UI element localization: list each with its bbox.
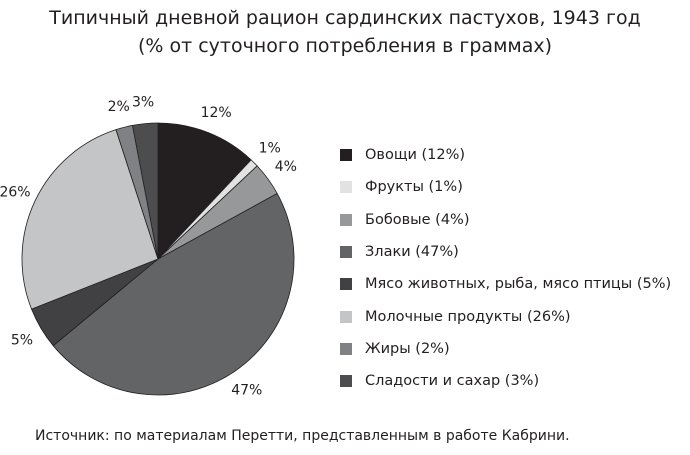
legend-swatch [340, 278, 352, 291]
legend-label: Фрукты (1%) [365, 179, 463, 196]
chart-title-main: Типичный дневной рацион сардинских пасту… [49, 7, 641, 29]
chart-subtitle: (% от суточного потребления в граммах) [137, 35, 553, 57]
legend-swatch [340, 213, 352, 226]
legend-item: Сладости и сахар (3%) [340, 365, 671, 397]
legend-item: Фрукты (1%) [340, 171, 671, 203]
data-label: 3% [132, 95, 154, 111]
legend-label: Мясо животных, рыба, мясо птицы (5%) [365, 276, 672, 293]
data-label: 1% [259, 140, 281, 156]
legend-swatch [340, 181, 352, 194]
legend-label: Сладости и сахар (3%) [365, 373, 540, 390]
legend-swatch [340, 342, 352, 355]
legend-swatch [340, 149, 352, 162]
data-label: 47% [231, 383, 262, 399]
legend-swatch [340, 375, 352, 388]
legend-label: Жиры (2%) [365, 340, 450, 357]
pie-slice [52, 192, 295, 396]
legend-label: Злаки (47%) [365, 244, 459, 261]
legend-item: Овощи (12%) [340, 139, 671, 171]
legend-label: Овощи (12%) [365, 147, 466, 164]
legend-label: Молочные продукты (26%) [365, 308, 571, 325]
pie-slice [132, 122, 159, 260]
legend: Овощи (12%) Фрукты (1%) Бобовые (4%) Злаки … [340, 139, 671, 397]
data-label: 5% [11, 332, 33, 348]
legend-item: Жиры (2%) [340, 333, 671, 365]
pie-slice [21, 129, 159, 310]
data-label: 4% [275, 159, 297, 175]
data-label: 26% [0, 185, 31, 201]
pie-slice [157, 122, 252, 261]
legend-item: Бобовые (4%) [340, 204, 671, 236]
chart-title: Типичный дневной рацион сардинских пасту… [0, 4, 690, 60]
legend-item: Мясо животных, рыба, мясо птицы (5%) [340, 268, 671, 300]
source-note: Источник: по материалам Перетти, предста… [35, 428, 570, 444]
legend-swatch [340, 246, 352, 259]
data-label: 12% [201, 105, 232, 121]
data-label: 2% [108, 99, 130, 115]
legend-item: Злаки (47%) [340, 236, 671, 268]
legend-label: Бобовые (4%) [365, 211, 470, 228]
legend-swatch [340, 310, 352, 323]
legend-item: Молочные продукты (26%) [340, 300, 671, 332]
